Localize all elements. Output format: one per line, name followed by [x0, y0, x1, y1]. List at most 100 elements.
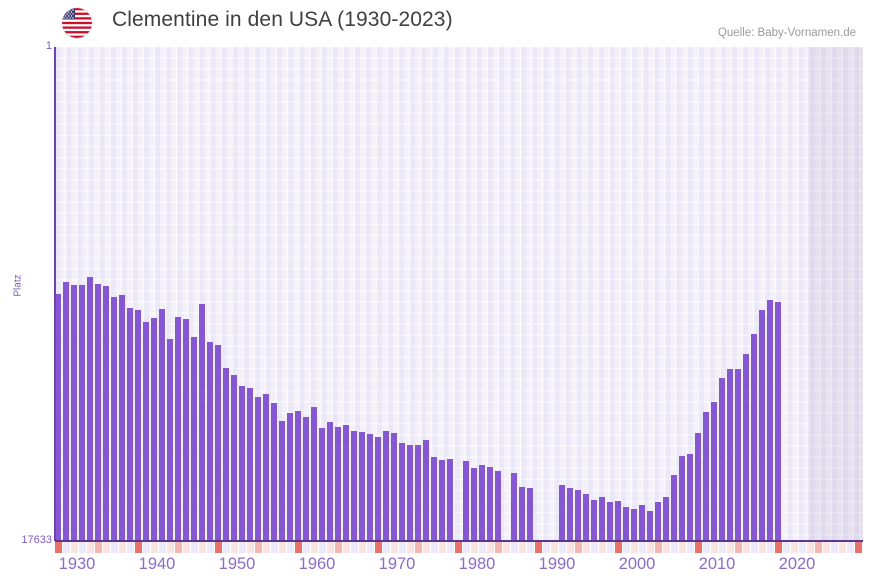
chart-bar	[727, 368, 734, 541]
chart-bar	[695, 433, 702, 541]
year-marker-cell	[471, 542, 478, 553]
chart-bar	[511, 472, 518, 541]
x-axis-tick-label: 2000	[618, 555, 656, 573]
year-marker-cell	[615, 542, 622, 553]
year-marker-cell	[551, 542, 558, 553]
chart-bar	[567, 488, 574, 541]
chart-bar	[375, 436, 382, 541]
year-marker-cell	[167, 542, 174, 553]
x-axis-tick-label: 1940	[138, 555, 176, 573]
source-attribution: Quelle: Baby-Vornamen.de	[717, 27, 856, 39]
chart-bar	[199, 303, 206, 541]
chart-bar	[415, 444, 422, 541]
year-marker-cell	[575, 542, 582, 553]
chart-bar	[647, 511, 654, 541]
year-marker-cell	[455, 542, 462, 553]
chart-bar	[279, 421, 286, 541]
year-marker-cell	[255, 542, 262, 553]
year-marker-cell	[631, 542, 638, 553]
year-marker-cell	[543, 542, 550, 553]
y-axis-title: Platz	[12, 274, 24, 297]
us-flag-icon	[62, 8, 92, 38]
no-data-band	[808, 47, 863, 541]
chart-bar	[55, 294, 62, 541]
x-axis-tick-label: 1950	[218, 555, 256, 573]
year-marker-cell	[439, 542, 446, 553]
chart-bar	[143, 321, 150, 541]
year-marker-cell	[647, 542, 654, 553]
year-marker-cell	[191, 542, 198, 553]
chart-bar	[751, 334, 758, 541]
chart-bar	[215, 345, 222, 541]
chart-bar	[391, 432, 398, 541]
chart-bars	[55, 47, 863, 541]
year-marker-cell	[655, 542, 662, 553]
chart-bar	[631, 509, 638, 541]
chart-bar	[743, 354, 750, 541]
chart-bar	[767, 300, 774, 541]
x-axis-line	[55, 540, 863, 542]
year-marker-cell	[687, 542, 694, 553]
chart-bar	[319, 428, 326, 541]
year-marker-cell	[407, 542, 414, 553]
chart-header: Clementine in den USA (1930-2023) Quelle…	[0, 0, 873, 47]
year-marker-cell	[271, 542, 278, 553]
year-marker-cell	[375, 542, 382, 553]
chart-bar	[135, 309, 142, 541]
year-marker-cell	[607, 542, 614, 553]
year-marker-cell	[679, 542, 686, 553]
chart-bar	[95, 284, 102, 541]
year-marker-cell	[831, 542, 838, 553]
chart-bar	[687, 453, 694, 541]
chart-bar	[591, 499, 598, 541]
year-marker-cell	[135, 542, 142, 553]
year-marker-cell	[463, 542, 470, 553]
year-marker-cell	[599, 542, 606, 553]
x-axis-tick-label: 2010	[698, 555, 736, 573]
year-marker-cell	[767, 542, 774, 553]
chart-bar	[711, 401, 718, 541]
year-marker-cell	[263, 542, 270, 553]
chart-bar	[599, 496, 606, 541]
x-axis-tick-label: 1930	[58, 555, 96, 573]
chart-plot-area	[55, 47, 863, 541]
chart-bar	[271, 402, 278, 541]
year-marker-cell	[823, 542, 830, 553]
chart-bar	[111, 296, 118, 541]
year-marker-cell	[743, 542, 750, 553]
year-marker-strip	[55, 542, 863, 553]
x-axis-tick-label: 2020	[778, 555, 816, 573]
year-marker-cell	[63, 542, 70, 553]
year-marker-cell	[663, 542, 670, 553]
chart-bar	[671, 474, 678, 541]
chart-bar	[359, 432, 366, 541]
chart-bar	[623, 506, 630, 541]
chart-bar	[527, 488, 534, 541]
chart-bar	[287, 412, 294, 541]
year-marker-cell	[207, 542, 214, 553]
year-marker-cell	[215, 542, 222, 553]
year-marker-cell	[223, 542, 230, 553]
chart-bar	[775, 302, 782, 541]
year-marker-cell	[239, 542, 246, 553]
year-marker-cell	[199, 542, 206, 553]
year-marker-cell	[639, 542, 646, 553]
year-marker-cell	[319, 542, 326, 553]
year-marker-cell	[287, 542, 294, 553]
chart-bar	[183, 318, 190, 541]
year-marker-cell	[783, 542, 790, 553]
page-title: Clementine in den USA (1930-2023)	[112, 8, 453, 31]
chart-bar	[223, 368, 230, 541]
chart-bar	[719, 377, 726, 541]
chart-bar	[71, 285, 78, 541]
year-marker-cell	[103, 542, 110, 553]
chart-bar	[399, 442, 406, 541]
chart-bar	[335, 426, 342, 541]
chart-bar	[639, 505, 646, 541]
chart-bar	[519, 486, 526, 541]
chart-bar	[439, 459, 446, 541]
chart-bar	[159, 308, 166, 541]
year-marker-cell	[183, 542, 190, 553]
year-marker-cell	[151, 542, 158, 553]
chart-bar	[367, 434, 374, 541]
